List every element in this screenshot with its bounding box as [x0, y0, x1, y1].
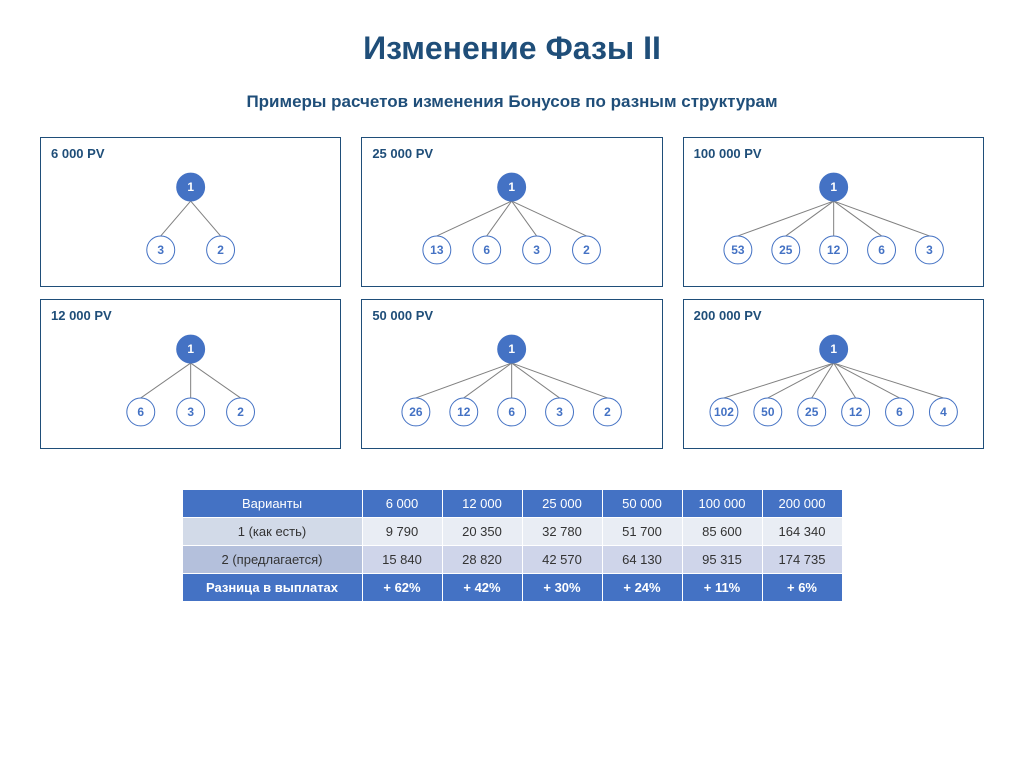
child-node-label: 6	[509, 405, 516, 419]
root-node-label: 1	[830, 342, 837, 356]
tree-card: 25 000 PV 1 13 6 3 2	[361, 137, 662, 287]
child-node-label: 4	[940, 405, 947, 419]
table-cell: 32 780	[522, 518, 602, 546]
tree-diagram: 1 13 6 3 2	[372, 165, 651, 275]
page-subtitle: Примеры расчетов изменения Бонусов по ра…	[40, 92, 984, 112]
child-node-label: 3	[926, 243, 933, 257]
table-cell: 15 840	[362, 546, 442, 574]
table-footer-cell: + 6%	[762, 574, 842, 602]
table-header-value: 200 000	[762, 490, 842, 518]
table-header-value: 100 000	[682, 490, 762, 518]
child-node-label: 102	[714, 405, 734, 419]
tree-diagram: 1 3 2	[51, 165, 330, 275]
child-node-label: 26	[410, 405, 424, 419]
table-cell: 164 340	[762, 518, 842, 546]
root-node-label: 1	[187, 180, 194, 194]
table-cell: 42 570	[522, 546, 602, 574]
table-cell: 95 315	[682, 546, 762, 574]
table-header-label: Варианты	[182, 490, 362, 518]
child-node-label: 12	[827, 243, 841, 257]
child-node-label: 25	[805, 405, 819, 419]
table-header-value: 25 000	[522, 490, 602, 518]
table-cell: 28 820	[442, 546, 522, 574]
child-node-label: 2	[583, 243, 590, 257]
table-cell: 174 735	[762, 546, 842, 574]
table-cell: 20 350	[442, 518, 522, 546]
tree-card: 50 000 PV12612632	[361, 299, 662, 449]
child-node-label: 3	[534, 243, 541, 257]
comparison-table: Варианты6 00012 00025 00050 000100 00020…	[182, 489, 843, 602]
table-cell: 64 130	[602, 546, 682, 574]
table-header-value: 50 000	[602, 490, 682, 518]
tree-diagram: 1 53 25 12 6 3	[694, 165, 973, 275]
tree-card-label: 25 000 PV	[372, 146, 651, 161]
child-node-label: 6	[878, 243, 885, 257]
child-node-label: 6	[484, 243, 491, 257]
tree-card-label: 6 000 PV	[51, 146, 330, 161]
table-row-label: 1 (как есть)	[182, 518, 362, 546]
table-cell: 9 790	[362, 518, 442, 546]
page-title: Изменение Фазы II	[40, 30, 984, 67]
table-header-value: 6 000	[362, 490, 442, 518]
tree-card-label: 200 000 PV	[694, 308, 973, 323]
child-node-label: 2	[217, 243, 224, 257]
tree-card: 100 000 PV 1 53 25 12 6 3	[683, 137, 984, 287]
tree-diagram: 1632	[51, 327, 330, 437]
tree-diagram: 1 102 50 25 12 6 4	[694, 327, 973, 437]
tree-card: 200 000 PV 1 102 50 25 12 6 4	[683, 299, 984, 449]
table-footer-cell: + 30%	[522, 574, 602, 602]
child-node-label: 12	[457, 405, 471, 419]
child-node-label: 3	[157, 243, 164, 257]
child-node-label: 3	[557, 405, 564, 419]
table-footer-label: Разница в выплатах	[182, 574, 362, 602]
child-node-label: 6	[137, 405, 144, 419]
tree-card: 6 000 PV 1 3 2	[40, 137, 341, 287]
table-footer-cell: + 24%	[602, 574, 682, 602]
child-node-label: 25	[779, 243, 793, 257]
child-node-label: 3	[187, 405, 194, 419]
table-cell: 85 600	[682, 518, 762, 546]
tree-card-label: 100 000 PV	[694, 146, 973, 161]
table-footer-cell: + 11%	[682, 574, 762, 602]
table-header-value: 12 000	[442, 490, 522, 518]
tree-diagram: 12612632	[372, 327, 651, 437]
child-node-label: 13	[431, 243, 445, 257]
child-node-label: 6	[896, 405, 903, 419]
child-node-label: 53	[731, 243, 745, 257]
tree-grid: 6 000 PV13225 000 PV113632100 000 PV1532…	[40, 137, 984, 449]
child-node-label: 12	[849, 405, 863, 419]
tree-card-label: 12 000 PV	[51, 308, 330, 323]
child-node-label: 2	[604, 405, 611, 419]
root-node-label: 1	[830, 180, 837, 194]
root-node-label: 1	[509, 180, 516, 194]
table-cell: 51 700	[602, 518, 682, 546]
tree-card-label: 50 000 PV	[372, 308, 651, 323]
child-node-label: 50	[761, 405, 775, 419]
table-footer-cell: + 42%	[442, 574, 522, 602]
tree-card: 12 000 PV1632	[40, 299, 341, 449]
table-footer-cell: + 62%	[362, 574, 442, 602]
table-row-label: 2 (предлагается)	[182, 546, 362, 574]
root-node-label: 1	[509, 342, 516, 356]
child-node-label: 2	[237, 405, 244, 419]
root-node-label: 1	[187, 342, 194, 356]
